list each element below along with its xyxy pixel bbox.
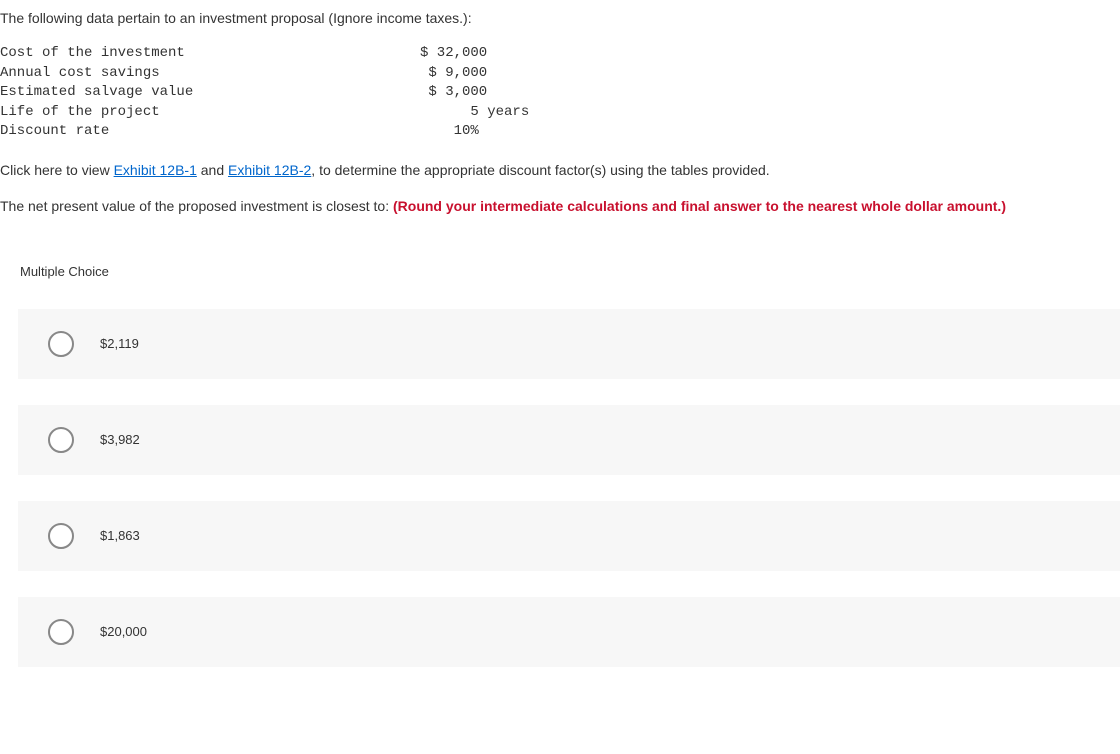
row-label: Cost of the investment	[0, 44, 420, 64]
exhibit-mid: and	[197, 162, 228, 178]
row-value: $ 32,000	[420, 44, 620, 64]
row-value: $ 3,000	[420, 83, 620, 103]
choice-option[interactable]: $2,119	[18, 309, 1120, 379]
row-label: Annual cost savings	[0, 64, 420, 84]
row-value: 5 years	[420, 103, 620, 123]
question-line: The net present value of the proposed in…	[0, 198, 1120, 214]
choice-text: $2,119	[100, 336, 139, 351]
question-stem: The net present value of the proposed in…	[0, 198, 393, 214]
table-row: Cost of the investment $ 32,000	[0, 44, 1120, 64]
choice-text: $1,863	[100, 528, 140, 543]
row-value: 10%	[420, 122, 620, 142]
choice-text: $3,982	[100, 432, 140, 447]
radio-icon[interactable]	[48, 523, 74, 549]
exhibit-link-2[interactable]: Exhibit 12B-2	[228, 162, 311, 178]
intro-text: The following data pertain to an investm…	[0, 10, 1120, 26]
choice-text: $20,000	[100, 624, 147, 639]
row-label: Discount rate	[0, 122, 420, 142]
question-note: (Round your intermediate calculations an…	[393, 198, 1006, 214]
table-row: Annual cost savings $ 9,000	[0, 64, 1120, 84]
choice-option[interactable]: $1,863	[18, 501, 1120, 571]
table-row: Life of the project 5 years	[0, 103, 1120, 123]
radio-icon[interactable]	[48, 427, 74, 453]
row-value: $ 9,000	[420, 64, 620, 84]
choice-option[interactable]: $3,982	[18, 405, 1120, 475]
table-row: Estimated salvage value $ 3,000	[0, 83, 1120, 103]
choice-option[interactable]: $20,000	[18, 597, 1120, 667]
exhibit-link-1[interactable]: Exhibit 12B-1	[114, 162, 197, 178]
row-label: Estimated salvage value	[0, 83, 420, 103]
exhibit-line: Click here to view Exhibit 12B-1 and Exh…	[0, 162, 1120, 178]
radio-icon[interactable]	[48, 619, 74, 645]
table-row: Discount rate 10%	[0, 122, 1120, 142]
radio-icon[interactable]	[48, 331, 74, 357]
multiple-choice-label: Multiple Choice	[20, 264, 1120, 279]
exhibit-suffix: , to determine the appropriate discount …	[311, 162, 769, 178]
exhibit-prefix: Click here to view	[0, 162, 114, 178]
row-label: Life of the project	[0, 103, 420, 123]
data-table: Cost of the investment $ 32,000 Annual c…	[0, 44, 1120, 142]
